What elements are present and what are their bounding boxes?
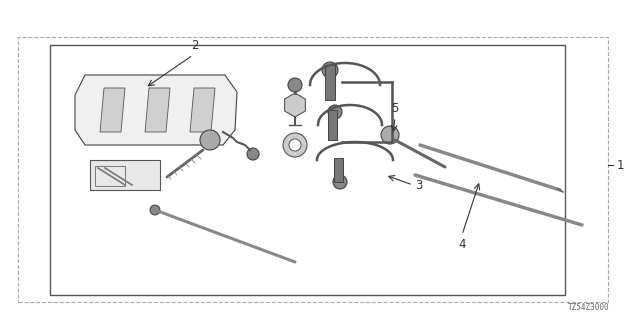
Text: 5: 5 (391, 102, 399, 115)
Bar (90, 160, 160, 190)
Text: 4: 4 (458, 238, 466, 251)
Bar (334, 158, 343, 182)
Circle shape (381, 126, 399, 144)
Circle shape (289, 139, 301, 151)
Polygon shape (100, 88, 125, 132)
Circle shape (322, 62, 338, 78)
Circle shape (328, 105, 342, 119)
Bar (95, 166, 125, 186)
Circle shape (283, 133, 307, 157)
Circle shape (150, 205, 160, 215)
Circle shape (288, 78, 302, 92)
Bar (325, 65, 335, 100)
Polygon shape (285, 93, 305, 117)
Bar (328, 110, 337, 140)
Circle shape (200, 130, 220, 150)
Text: 2: 2 (191, 39, 199, 52)
Text: 3: 3 (415, 179, 422, 191)
Circle shape (333, 175, 347, 189)
Text: 1: 1 (617, 158, 625, 172)
Text: TZ54Z3000: TZ54Z3000 (568, 303, 610, 312)
Circle shape (247, 148, 259, 160)
Bar (18, 37, 608, 302)
Polygon shape (190, 88, 215, 132)
Bar (50, 45, 565, 295)
Polygon shape (145, 88, 170, 132)
Polygon shape (75, 75, 237, 145)
